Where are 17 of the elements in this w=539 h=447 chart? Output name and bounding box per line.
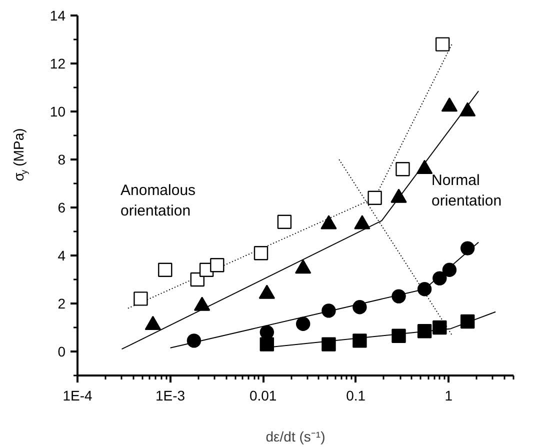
y-tick-label: 12 [50, 56, 66, 72]
x-tick-label: 1E-4 [62, 388, 92, 404]
y-tick-label: 4 [58, 248, 66, 264]
x-tick-label: 1 [444, 388, 453, 404]
annotation: Normal orientation [432, 172, 502, 210]
y-axis-title: σy (MPa) [10, 128, 30, 182]
y-tick-label: 8 [58, 152, 66, 168]
y-tick-label: 0 [58, 344, 66, 360]
y-tick-label: 6 [58, 200, 66, 216]
x-tick-label: 0.1 [346, 388, 366, 404]
x-tick-label: 1E-3 [156, 388, 186, 404]
y-tick-label: 2 [58, 296, 66, 312]
annotation: Anomalous orientation [120, 182, 196, 220]
y-tick-label: 14 [50, 8, 66, 24]
x-tick-label: 0.01 [249, 388, 277, 404]
y-tick-label: 10 [50, 104, 66, 120]
x-axis-title: dε/dt (s⁻¹) [266, 428, 326, 444]
